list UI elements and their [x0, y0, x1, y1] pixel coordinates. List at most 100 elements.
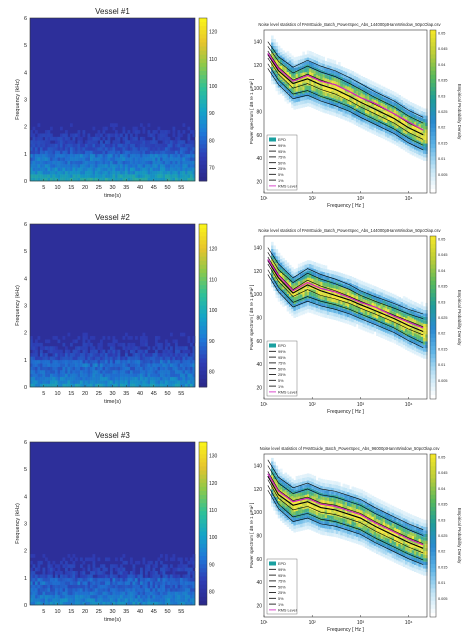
chart0-spectrogram-cell [75, 150, 78, 154]
chart4-spectrogram-cell [53, 591, 56, 595]
chart2-spectrogram-cell [103, 360, 106, 364]
chart3-epd-cell [401, 302, 404, 305]
chart0-x-tick-label: 45 [151, 185, 157, 191]
chart2-spectrogram-cell [175, 350, 178, 354]
chart2-spectrogram-cell [175, 356, 178, 360]
chart3-epd-cell [363, 282, 366, 285]
chart3-epd-cell [405, 304, 408, 307]
chart4-spectrogram-cell [40, 595, 43, 599]
chart1-epd-cell [367, 97, 370, 100]
chart4-spectrogram-cell [30, 578, 33, 582]
chart4-spectrogram-cell [170, 585, 173, 589]
chart0-spectrogram-cell [115, 144, 118, 148]
chart0-spectrogram-cell [138, 130, 141, 134]
chart0-spectrogram-cell [138, 171, 141, 175]
chart0-spectrogram-cell [160, 144, 163, 148]
chart1-epd-cell [423, 140, 426, 143]
chart2-spectrogram-cell [125, 367, 128, 371]
chart0-spectrogram-cell [188, 171, 191, 175]
chart0-spectrogram-cell [98, 161, 101, 165]
chart4-spectrogram-cell [38, 578, 41, 582]
chart3-epd-cell [414, 306, 417, 309]
chart2-spectrogram-cell [135, 360, 138, 364]
chart3-epd-cell [280, 297, 283, 300]
chart0-spectrogram-cell [108, 144, 111, 148]
chart0-spectrogram-cell [60, 127, 63, 131]
chart2-spectrogram-cell [145, 353, 148, 357]
chart2-spectrogram-cell [138, 367, 141, 371]
chart3-epd-cell [331, 312, 334, 315]
chart2-spectrogram-cell [40, 343, 43, 347]
chart3-legend-label: 1% [278, 385, 284, 389]
chart1-epd-cell [381, 135, 384, 138]
chart1-epd-cell [358, 92, 361, 95]
chart2-spectrogram-cell [150, 353, 153, 357]
chart2-spectrogram-cell [68, 333, 71, 337]
chart2-spectrogram-cell [73, 370, 76, 374]
chart1-epd-cell [425, 151, 428, 154]
chart2-spectrogram-cell [108, 336, 111, 340]
chart4-spectrogram-cell [190, 571, 193, 575]
chart0-spectrogram-cell [123, 130, 126, 134]
chart4-spectrogram-cell [173, 554, 176, 558]
chart2-spectrogram-cell [73, 356, 76, 360]
chart0-spectrogram-cell [135, 127, 138, 131]
chart2-spectrogram-cell [38, 360, 41, 364]
chart2-spectrogram-cell [40, 373, 43, 377]
chart0-spectrogram-cell [123, 157, 126, 161]
chart2-spectrogram-cell [135, 373, 138, 377]
chart0-spectrogram-cell [128, 140, 131, 144]
chart2-spectrogram-cell [50, 370, 53, 374]
chart0-spectrogram-cell [138, 154, 141, 158]
chart0-spectrogram-cell [155, 150, 158, 154]
chart2-spectrogram-cell [118, 343, 121, 347]
chart1-epd-cell [345, 72, 348, 75]
chart4-spectrogram-cell [140, 598, 143, 602]
chart2-spectrogram-cell [45, 339, 48, 343]
chart1-epd-cell [365, 89, 368, 92]
chart4-spectrogram-cell [103, 585, 106, 589]
chart1-epd-cell [302, 101, 305, 104]
chart0-colorbar-step [199, 63, 207, 67]
chart0-spectrogram-cell [160, 174, 163, 178]
chart1-epd-cell [298, 105, 301, 108]
chart0-spectrogram-cell [143, 137, 146, 141]
chart4-spectrogram-cell [95, 581, 98, 585]
chart4-spectrogram-cell [48, 561, 51, 565]
chart2-spectrogram-cell [135, 377, 138, 381]
chart4-spectrogram-cell [155, 588, 158, 592]
chart0-spectrogram-cell [140, 154, 143, 158]
chart0-spectrogram-cell [55, 140, 58, 144]
chart1-epd-cell [327, 93, 330, 96]
chart3-epd-cell [282, 261, 285, 264]
chart3-epd-cell [405, 315, 408, 318]
chart3-epd-cell [325, 265, 328, 268]
chart1-epd-cell [403, 108, 406, 111]
chart4-title: Vessel #3 [95, 431, 130, 440]
chart0-spectrogram-cell [48, 140, 51, 144]
chart1-colorbar-step [430, 71, 436, 75]
chart4-spectrogram-cell [160, 578, 163, 582]
chart0-spectrogram-cell [50, 150, 53, 154]
chart4-spectrogram-cell [178, 598, 181, 602]
chart0-spectrogram-cell [35, 164, 38, 168]
chart4-spectrogram-cell [100, 598, 103, 602]
chart0-spectrogram-cell [110, 161, 113, 165]
chart2-colorbar-step [199, 326, 207, 330]
chart1-epd-cell [343, 116, 346, 119]
chart4-spectrogram-cell [43, 585, 46, 589]
chart0-spectrogram-cell [173, 133, 176, 137]
chart0-spectrogram-cell [65, 174, 68, 178]
chart0-spectrogram-cell [33, 144, 36, 148]
chart0-spectrogram-cell [55, 154, 58, 158]
chart4-spectrogram-cell [185, 581, 188, 585]
chart0-spectrogram-cell [135, 130, 138, 134]
chart3-epd-cell [305, 265, 308, 268]
chart4-spectrogram-cell [48, 568, 51, 572]
chart1-epd-cell [298, 88, 301, 91]
chart4-spectrogram-cell [78, 588, 81, 592]
chart2-spectrogram-cell [130, 363, 133, 367]
chart0-spectrogram-cell [113, 174, 116, 178]
chart2-spectrogram-cell [80, 373, 83, 377]
chart2-spectrogram-cell [113, 336, 116, 340]
